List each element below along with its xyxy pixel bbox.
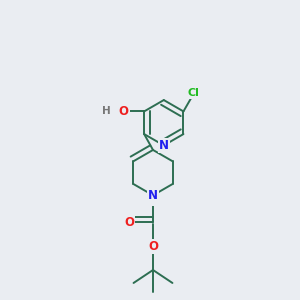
Text: Cl: Cl [187, 88, 199, 98]
Text: O: O [148, 240, 158, 253]
Text: N: N [148, 192, 158, 205]
Text: O: O [118, 105, 129, 118]
Text: O: O [124, 216, 134, 229]
Text: H: H [102, 106, 111, 116]
Text: N: N [159, 139, 169, 152]
Text: N: N [148, 189, 158, 202]
